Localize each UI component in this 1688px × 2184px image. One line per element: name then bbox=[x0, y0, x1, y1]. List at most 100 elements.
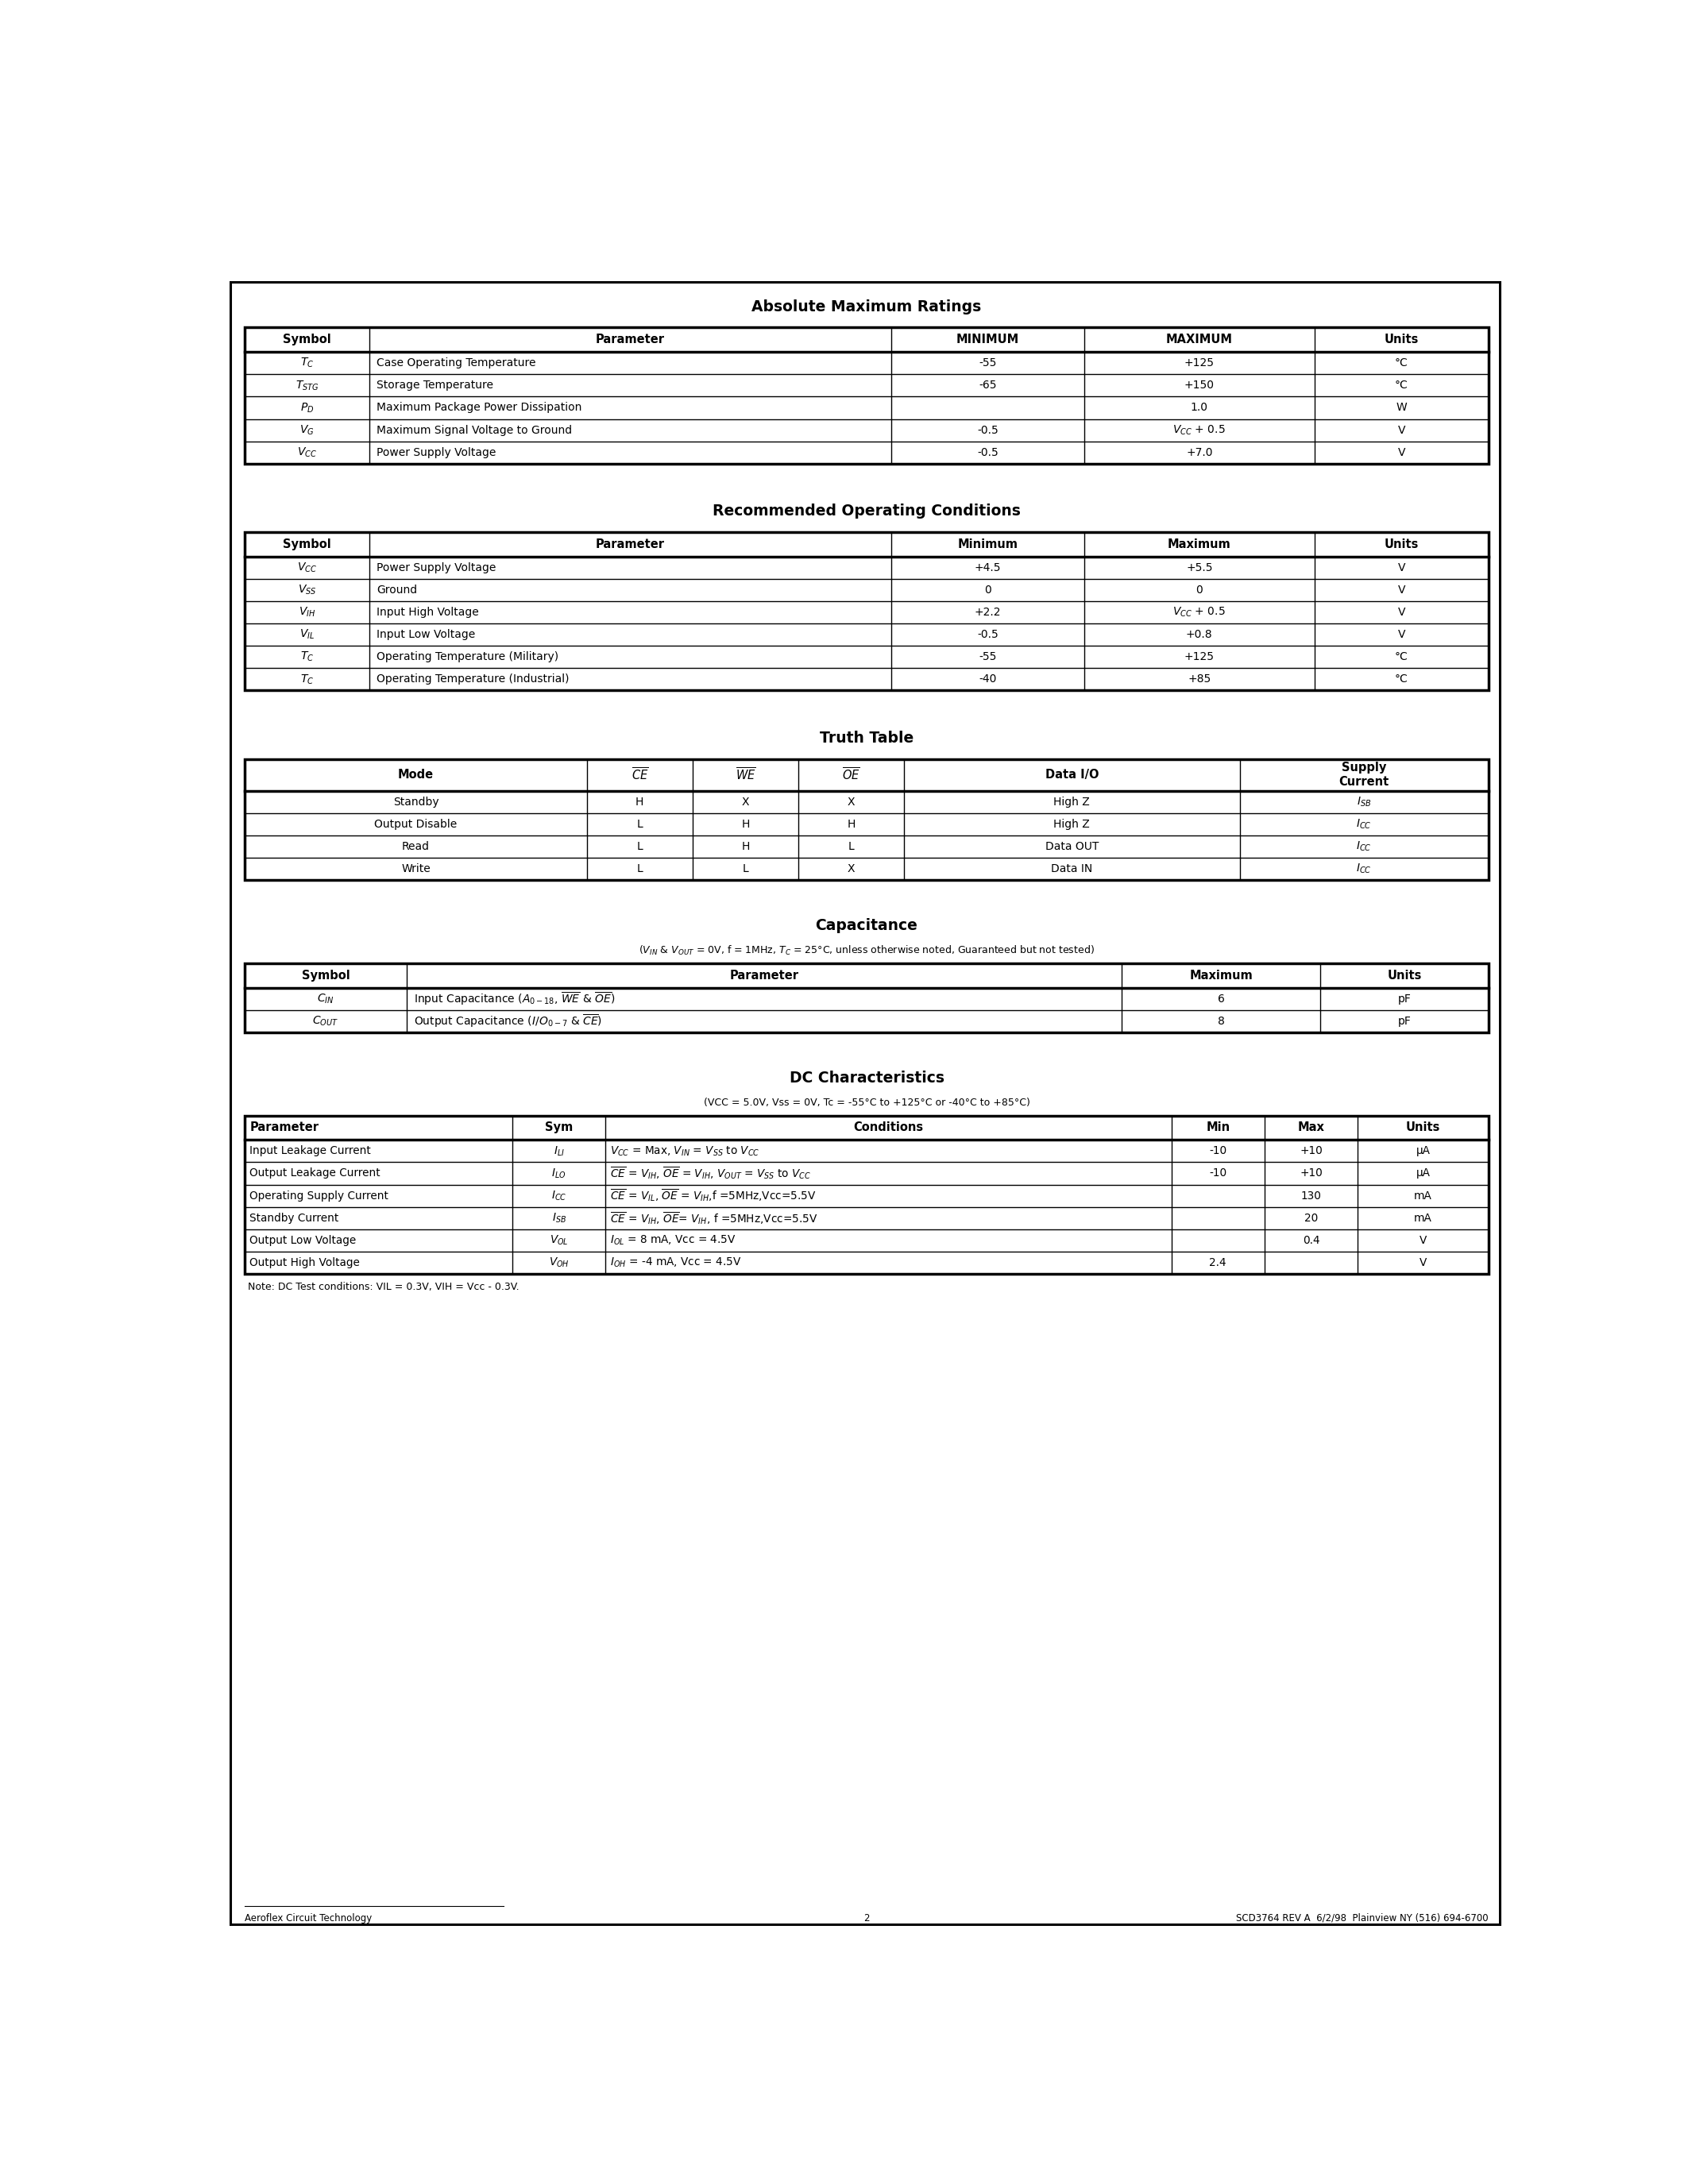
Text: $I_{CC}$: $I_{CC}$ bbox=[1355, 817, 1372, 830]
Text: Supply
Current: Supply Current bbox=[1339, 762, 1389, 788]
Text: +5.5: +5.5 bbox=[1187, 561, 1212, 572]
Text: Symbol: Symbol bbox=[284, 537, 331, 550]
Text: 130: 130 bbox=[1301, 1190, 1322, 1201]
Text: Parameter: Parameter bbox=[729, 970, 798, 981]
Text: +7.0: +7.0 bbox=[1187, 448, 1212, 459]
Text: $\overline{CE}$ = $V_{IL}$, $\overline{OE}$ = $V_{IH}$,f =5MHz,Vcc=5.5V: $\overline{CE}$ = $V_{IL}$, $\overline{O… bbox=[611, 1188, 817, 1203]
Text: $T_C$: $T_C$ bbox=[300, 356, 314, 369]
Text: Output Capacitance ($I/O_{0-7}$ & $\overline{CE}$): Output Capacitance ($I/O_{0-7}$ & $\over… bbox=[414, 1013, 603, 1029]
Text: pF: pF bbox=[1398, 994, 1411, 1005]
Text: $\overline{CE}$ = $V_{IH}$, $\overline{OE}$ = $V_{IH}$, $V_{OUT}$ = $V_{SS}$ to : $\overline{CE}$ = $V_{IH}$, $\overline{O… bbox=[611, 1166, 812, 1182]
Text: Operating Temperature (Industrial): Operating Temperature (Industrial) bbox=[376, 673, 569, 686]
Text: Conditions: Conditions bbox=[854, 1123, 923, 1133]
Text: -65: -65 bbox=[979, 380, 998, 391]
Text: X: X bbox=[741, 797, 749, 808]
Text: Input High Voltage: Input High Voltage bbox=[376, 607, 479, 618]
Text: Recommended Operating Conditions: Recommended Operating Conditions bbox=[712, 505, 1021, 520]
Text: Output Disable: Output Disable bbox=[375, 819, 457, 830]
Text: mA: mA bbox=[1415, 1190, 1431, 1201]
Text: Data IN: Data IN bbox=[1052, 863, 1092, 874]
Text: °C: °C bbox=[1394, 673, 1408, 686]
Text: +150: +150 bbox=[1185, 380, 1214, 391]
Text: $I_{CC}$: $I_{CC}$ bbox=[552, 1190, 567, 1201]
Text: 0.4: 0.4 bbox=[1303, 1234, 1320, 1245]
Text: °C: °C bbox=[1394, 380, 1408, 391]
Text: $V_{CC}$ + 0.5: $V_{CC}$ + 0.5 bbox=[1173, 605, 1225, 618]
Text: $I_{OH}$ = -4 mA, Vcc = 4.5V: $I_{OH}$ = -4 mA, Vcc = 4.5V bbox=[611, 1256, 743, 1269]
Text: Case Operating Temperature: Case Operating Temperature bbox=[376, 358, 535, 369]
Text: $I_{SB}$: $I_{SB}$ bbox=[552, 1212, 565, 1225]
Text: $V_{CC}$ + 0.5: $V_{CC}$ + 0.5 bbox=[1173, 424, 1225, 437]
Text: +85: +85 bbox=[1188, 673, 1210, 686]
Text: +4.5: +4.5 bbox=[974, 561, 1001, 572]
Text: -0.5: -0.5 bbox=[977, 448, 999, 459]
Text: Symbol: Symbol bbox=[302, 970, 349, 981]
Text: -0.5: -0.5 bbox=[977, 424, 999, 435]
Text: Read: Read bbox=[402, 841, 430, 852]
Bar bbox=[245, 533, 1489, 690]
Text: High Z: High Z bbox=[1053, 819, 1090, 830]
Text: L: L bbox=[636, 863, 643, 874]
Text: $P_D$: $P_D$ bbox=[300, 402, 314, 415]
Text: $V_{OL}$: $V_{OL}$ bbox=[550, 1234, 569, 1247]
Bar bbox=[245, 760, 1489, 880]
Text: $V_{CC}$ = Max, $V_{IN}$ = $V_{SS}$ to $V_{CC}$: $V_{CC}$ = Max, $V_{IN}$ = $V_{SS}$ to $… bbox=[611, 1144, 760, 1158]
Text: Input Capacitance ($A_{0-18}$, $\overline{WE}$ & $\overline{OE}$): Input Capacitance ($A_{0-18}$, $\overlin… bbox=[414, 992, 614, 1007]
Text: Parameter: Parameter bbox=[596, 334, 665, 345]
Text: $C_{IN}$: $C_{IN}$ bbox=[317, 992, 334, 1005]
Text: $I_{OL}$ = 8 mA, Vcc = 4.5V: $I_{OL}$ = 8 mA, Vcc = 4.5V bbox=[611, 1234, 736, 1247]
Text: H: H bbox=[741, 819, 749, 830]
Text: $V_{IH}$: $V_{IH}$ bbox=[299, 605, 316, 618]
Text: Standby: Standby bbox=[393, 797, 439, 808]
Text: 20: 20 bbox=[1305, 1212, 1318, 1223]
Text: $T_C$: $T_C$ bbox=[300, 651, 314, 664]
Text: -55: -55 bbox=[979, 651, 998, 662]
Text: $\overline{CE}$: $\overline{CE}$ bbox=[631, 767, 648, 782]
Text: Maximum Signal Voltage to Ground: Maximum Signal Voltage to Ground bbox=[376, 424, 572, 435]
Text: Parameter: Parameter bbox=[250, 1123, 319, 1133]
Text: 2.4: 2.4 bbox=[1209, 1258, 1227, 1269]
Text: Aeroflex Circuit Technology: Aeroflex Circuit Technology bbox=[245, 1913, 371, 1924]
Text: Standby Current: Standby Current bbox=[250, 1212, 339, 1223]
Text: $\overline{WE}$: $\overline{WE}$ bbox=[736, 767, 756, 782]
Text: L: L bbox=[636, 841, 643, 852]
Text: V: V bbox=[1398, 448, 1404, 459]
Text: Maximum Package Power Dissipation: Maximum Package Power Dissipation bbox=[376, 402, 582, 413]
Text: Minimum: Minimum bbox=[957, 537, 1018, 550]
Text: +10: +10 bbox=[1300, 1168, 1323, 1179]
Text: V: V bbox=[1398, 585, 1404, 596]
Text: +125: +125 bbox=[1185, 651, 1214, 662]
Text: -55: -55 bbox=[979, 358, 998, 369]
Text: Min: Min bbox=[1205, 1123, 1231, 1133]
Text: Mode: Mode bbox=[398, 769, 434, 782]
Text: $I_{LI}$: $I_{LI}$ bbox=[554, 1144, 564, 1158]
Bar bbox=[245, 328, 1489, 463]
Text: $I_{CC}$: $I_{CC}$ bbox=[1355, 863, 1372, 876]
Text: 2: 2 bbox=[864, 1913, 869, 1924]
Text: Operating Supply Current: Operating Supply Current bbox=[250, 1190, 388, 1201]
Text: H: H bbox=[636, 797, 643, 808]
Text: L: L bbox=[743, 863, 748, 874]
Text: $V_{SS}$: $V_{SS}$ bbox=[297, 583, 316, 596]
Text: $I_{CC}$: $I_{CC}$ bbox=[1355, 841, 1372, 854]
Text: 1.0: 1.0 bbox=[1190, 402, 1209, 413]
Text: Write: Write bbox=[402, 863, 430, 874]
Text: $T_C$: $T_C$ bbox=[300, 673, 314, 686]
Text: Input Low Voltage: Input Low Voltage bbox=[376, 629, 476, 640]
Text: Maximum: Maximum bbox=[1168, 537, 1231, 550]
Text: Sym: Sym bbox=[545, 1123, 572, 1133]
Text: Data OUT: Data OUT bbox=[1045, 841, 1099, 852]
Text: Symbol: Symbol bbox=[284, 334, 331, 345]
Text: Truth Table: Truth Table bbox=[820, 732, 913, 745]
Text: Units: Units bbox=[1384, 334, 1418, 345]
Text: Ground: Ground bbox=[376, 585, 417, 596]
Text: H: H bbox=[847, 819, 856, 830]
Text: X: X bbox=[847, 797, 854, 808]
Text: $V_{CC}$: $V_{CC}$ bbox=[297, 446, 317, 459]
Text: $I_{LO}$: $I_{LO}$ bbox=[552, 1166, 565, 1179]
Text: $T_{STG}$: $T_{STG}$ bbox=[295, 380, 319, 391]
Text: pF: pF bbox=[1398, 1016, 1411, 1026]
Text: Parameter: Parameter bbox=[596, 537, 665, 550]
Text: Output Low Voltage: Output Low Voltage bbox=[250, 1234, 356, 1245]
Text: +2.2: +2.2 bbox=[974, 607, 1001, 618]
